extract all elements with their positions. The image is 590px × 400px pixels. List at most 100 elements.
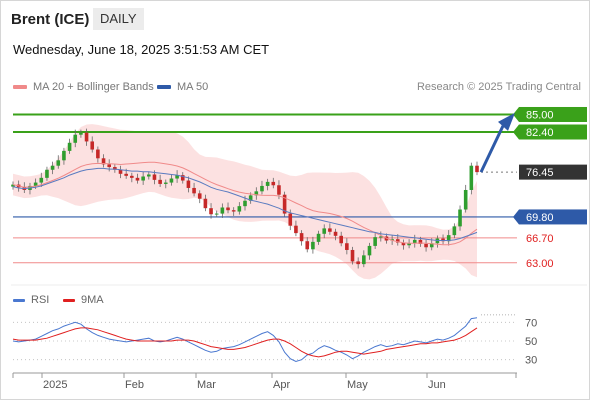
level-label-0: 85.00 — [526, 109, 554, 121]
candle-body-28 — [169, 178, 174, 183]
candle-body-57 — [333, 231, 338, 236]
rsi-tick-0: 70 — [525, 317, 537, 329]
candle-body-78 — [452, 226, 457, 236]
candle-body-47 — [277, 185, 281, 195]
level-label-4: 66.70 — [526, 233, 554, 245]
candle-body-60 — [350, 249, 355, 262]
x-label-5: Jun — [428, 379, 446, 391]
candle-body-6 — [45, 169, 49, 178]
candle-body-62 — [362, 255, 366, 265]
x-label-4: May — [347, 379, 368, 391]
candle-body-8 — [56, 160, 61, 166]
candle-body-33 — [197, 193, 202, 199]
candle-body-31 — [186, 180, 191, 188]
candle-body-38 — [226, 207, 230, 211]
candle-body-48 — [282, 194, 287, 214]
candle-body-32 — [192, 187, 196, 194]
candle-body-7 — [50, 165, 55, 170]
candle-body-29 — [175, 175, 179, 179]
ma20-swatch — [13, 85, 27, 90]
rsi-swatch — [13, 298, 25, 302]
candle-body-45 — [265, 181, 270, 186]
candle-body-23 — [141, 176, 145, 181]
candle-body-42 — [248, 195, 253, 201]
candle-body-24 — [147, 174, 151, 177]
candle-body-58 — [339, 235, 343, 244]
candle-body-49 — [288, 213, 293, 226]
candle-body-20 — [124, 173, 128, 176]
candle-body-55 — [322, 228, 327, 234]
candle-body-27 — [163, 182, 168, 184]
candle-body-46 — [271, 181, 276, 186]
copyright: Research © 2025 Trading Central — [416, 81, 581, 93]
level-label-3: 69.80 — [526, 212, 554, 224]
candle-body-34 — [203, 198, 208, 209]
candle-body-26 — [158, 179, 162, 184]
legend-9ma-label: 9MA — [81, 294, 104, 306]
x-label-1: Feb — [125, 379, 144, 391]
candle-body-53 — [311, 241, 315, 250]
candle-body-19 — [118, 169, 123, 174]
candle-body-51 — [299, 233, 304, 242]
candle-body-59 — [345, 243, 349, 250]
rsi-tick-1: 50 — [525, 336, 537, 348]
x-label-3: Apr — [273, 379, 290, 391]
candle-body-9 — [62, 150, 66, 161]
rsi-ma-line — [12, 327, 478, 358]
level-tag-arrow-3 — [513, 209, 519, 225]
period-badge[interactable]: DAILY — [93, 8, 144, 30]
candle-body-44 — [260, 185, 264, 192]
legend-rsi: RSI — [13, 294, 49, 306]
timestamp: Wednesday, June 18, 2025 3:51:53 AM CET — [13, 42, 270, 57]
candle-body-39 — [231, 210, 236, 212]
rsi-tick-2: 30 — [525, 355, 537, 367]
forecast-arrow-head — [498, 112, 515, 131]
instrument-title: Brent (ICE) — [11, 11, 90, 28]
candle-body-63 — [367, 245, 372, 256]
legend-9ma: 9MA — [63, 294, 104, 306]
candle-body-11 — [73, 134, 78, 143]
level-label-1: 82.40 — [526, 127, 554, 139]
candle-body-77 — [446, 235, 451, 242]
candle-body-37 — [220, 207, 225, 214]
candle-body-79 — [458, 209, 462, 227]
candle-body-61 — [356, 261, 360, 265]
candle-body-35 — [209, 208, 213, 215]
candle-body-76 — [441, 238, 445, 242]
candle-body-65 — [379, 236, 383, 238]
candle-body-54 — [316, 233, 321, 242]
candle-body-74 — [429, 243, 434, 248]
candle-body-68 — [395, 239, 400, 243]
candle-body-56 — [328, 228, 332, 232]
candle-body-15 — [96, 149, 100, 159]
candle-body-0 — [11, 184, 15, 187]
candle-body-70 — [407, 243, 411, 246]
candle-body-36 — [214, 213, 219, 215]
ma50-swatch — [157, 85, 171, 90]
candle-body-50 — [294, 225, 298, 234]
candle-body-16 — [101, 158, 106, 165]
candle-body-64 — [373, 237, 377, 246]
level-tag-3 — [519, 209, 587, 225]
candle-body-18 — [113, 167, 117, 170]
candle-body-21 — [130, 175, 134, 178]
candle-body-40 — [237, 206, 242, 212]
legend-ma20: MA 20 + Bollinger Bands — [13, 81, 154, 93]
header-bar: Brent (ICE) DAILY — [1, 1, 589, 37]
candle-body-22 — [135, 177, 140, 181]
candle-body-5 — [39, 177, 44, 183]
rsi-line — [12, 317, 478, 363]
candle-body-71 — [412, 239, 417, 244]
candle-body-14 — [90, 141, 95, 150]
x-label-2: Mar — [197, 379, 216, 391]
legend-rsi-label: RSI — [31, 294, 50, 306]
ma-swatch — [63, 298, 75, 302]
candle-body-81 — [469, 165, 474, 190]
x-label-0: 2025 — [43, 379, 67, 391]
candle-body-41 — [243, 200, 247, 207]
forecast-arrow-shaft — [479, 125, 505, 173]
candle-body-80 — [463, 189, 468, 210]
ma50-line — [12, 167, 478, 241]
